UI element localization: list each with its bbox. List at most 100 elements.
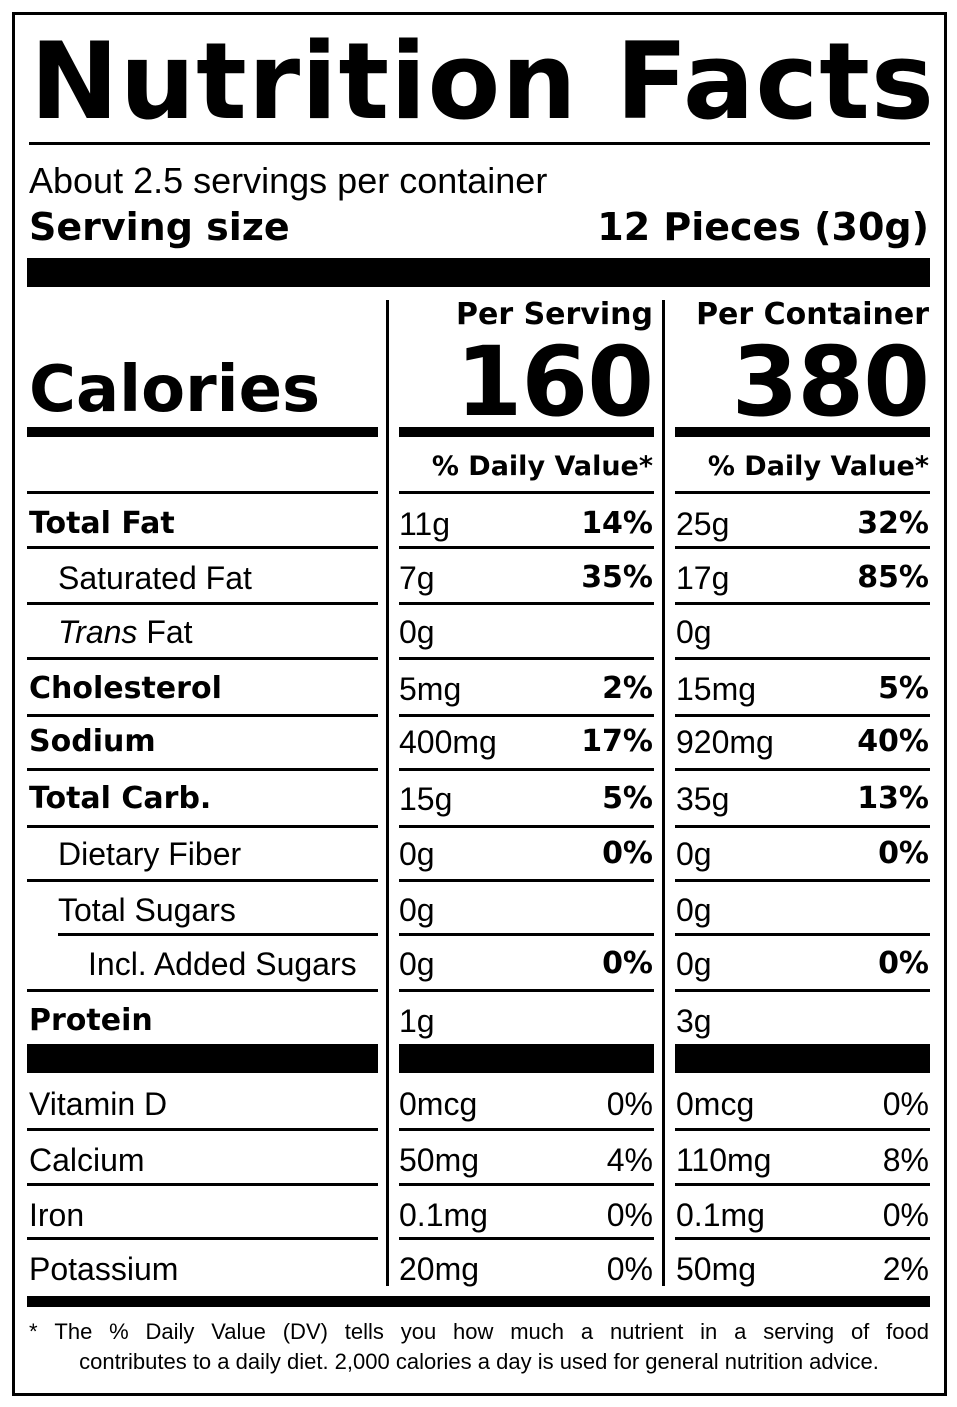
row-divider-mid: [399, 825, 654, 828]
nutrient-name: Trans Fat: [58, 612, 193, 652]
serving-daily-value: 5%: [602, 781, 653, 816]
vitamin-row-divider-right: [675, 1237, 930, 1240]
footnote-word: much: [510, 1319, 565, 1344]
footnote-word: (DV): [282, 1319, 328, 1344]
column-separator-1: [386, 300, 389, 1286]
footnote-word: a: [734, 1319, 747, 1344]
serving-amount: 0g: [399, 836, 435, 872]
calories-per-serving: 160: [455, 326, 654, 438]
container-daily-value: 32%: [857, 506, 929, 541]
row-divider-right: [675, 714, 930, 717]
container-amount: 0g: [676, 614, 712, 650]
servings-per-container: About 2.5 servings per container: [29, 160, 548, 201]
footnote-word: you: [400, 1319, 437, 1344]
calories-divider-mid: [399, 427, 654, 437]
row-divider-left: [27, 602, 378, 605]
serving-amount: 0g: [399, 614, 435, 650]
title-divider: [29, 142, 930, 145]
nutrient-name-rest: Fat: [137, 614, 193, 650]
footnote-word: %: [109, 1319, 129, 1344]
footnote-word: a: [580, 1319, 594, 1344]
calories-per-container: 380: [731, 326, 930, 438]
nutrient-name-italic: Trans: [58, 614, 138, 650]
column-separator-2: [662, 300, 665, 1286]
footnote-word: in: [700, 1319, 718, 1344]
row-divider-mid: [399, 933, 654, 936]
container-amount: 35g: [676, 781, 730, 817]
thick-divider-top: [27, 258, 930, 287]
vitamin-serving-daily-value: 4%: [606, 1142, 653, 1178]
vitamin-name: Calcium: [29, 1142, 145, 1178]
row-divider-left: [27, 546, 378, 549]
vitamin-row-divider-left: [27, 1237, 378, 1240]
row-divider-right: [675, 989, 930, 992]
daily-value-header-serving: % Daily Value*: [431, 451, 653, 482]
row-divider-right: [675, 768, 930, 771]
per-serving-header: Per Serving: [456, 297, 653, 332]
calories-label: Calories: [29, 353, 321, 427]
footnote-line-1: * The% Daily Value (DV) tells you how much a nutri…: [29, 1317, 929, 1347]
vitamin-container-daily-value: 0%: [882, 1086, 929, 1122]
vitamin-row-divider-mid: [399, 1128, 654, 1131]
container-amount: 920mg: [676, 724, 774, 760]
row-divider-left: [27, 989, 378, 992]
row-divider-right: [675, 546, 930, 549]
footnote-word: serving: [763, 1319, 835, 1344]
thick-divider-bottom: [27, 1296, 930, 1307]
label-title: Nutrition Facts: [30, 20, 935, 143]
row-divider-mid: [399, 714, 654, 717]
row-divider-right: [675, 602, 930, 605]
row-divider-left: [27, 825, 378, 828]
vitamin-container-amount: 0mcg: [676, 1086, 755, 1122]
serving-amount: 1g: [399, 1003, 435, 1039]
row-divider-left: [27, 768, 378, 771]
footnote-word: The: [54, 1319, 93, 1344]
calories-divider-left: [27, 427, 378, 437]
vitamin-row-divider-left: [27, 1183, 378, 1186]
footnote-word: nutrient: [609, 1319, 684, 1344]
vitamin-row-divider-mid: [399, 1183, 654, 1186]
footnote-word: of: [850, 1319, 870, 1344]
vitamin-container-amount: 0.1mg: [676, 1197, 765, 1233]
serving-daily-value: 17%: [581, 724, 653, 759]
vitamin-serving-amount: 0mcg: [399, 1086, 478, 1122]
nutrient-name: Total Fat: [29, 506, 175, 541]
row-divider-left: [27, 714, 378, 717]
serving-amount: 0g: [399, 946, 435, 982]
serving-amount: 11g: [399, 506, 451, 542]
row-divider-mid: [399, 989, 654, 992]
serving-amount: 7g: [399, 560, 435, 596]
vitamin-container-daily-value: 0%: [882, 1197, 929, 1233]
container-amount: 25g: [676, 506, 730, 542]
vitamin-serving-amount: 0.1mg: [399, 1197, 488, 1233]
container-amount: 3g: [676, 1003, 712, 1039]
row-divider-left: [27, 657, 378, 660]
serving-size-value: 12 Pieces (30g): [597, 205, 929, 249]
dv-header-divider-left: [27, 491, 378, 494]
vitamin-container-amount: 110mg: [676, 1142, 772, 1178]
serving-daily-value: 35%: [581, 560, 653, 595]
row-divider-mid: [399, 768, 654, 771]
serving-daily-value: 2%: [602, 671, 653, 706]
vitamin-row-divider-right: [675, 1183, 930, 1186]
row-divider-right: [675, 825, 930, 828]
vitamin-serving-daily-value: 0%: [606, 1197, 653, 1233]
footnote-line-2: contributes to a daily diet. 2,000 calor…: [79, 1349, 879, 1374]
per-container-header: Per Container: [696, 297, 929, 332]
serving-amount: 5mg: [399, 671, 462, 707]
footnote-word: Daily: [145, 1319, 195, 1344]
serving-daily-value: 14%: [581, 506, 653, 541]
nutrient-name: Sodium: [29, 724, 156, 759]
vitamin-serving-daily-value: 0%: [606, 1251, 653, 1287]
nutrient-name: Incl. Added Sugars: [88, 946, 357, 982]
vitamin-container-amount: 50mg: [676, 1251, 757, 1287]
container-amount: 0g: [676, 836, 712, 872]
vitamin-name: Potassium: [29, 1251, 179, 1287]
vitamin-row-divider-right: [675, 1128, 930, 1131]
container-amount: 0g: [676, 892, 712, 928]
daily-value-header-container: % Daily Value*: [707, 451, 929, 482]
container-amount: 15mg: [676, 671, 757, 707]
vitamin-container-daily-value: 2%: [882, 1251, 929, 1287]
row-divider-mid: [399, 879, 654, 882]
vitamin-serving-amount: 50mg: [399, 1142, 480, 1178]
